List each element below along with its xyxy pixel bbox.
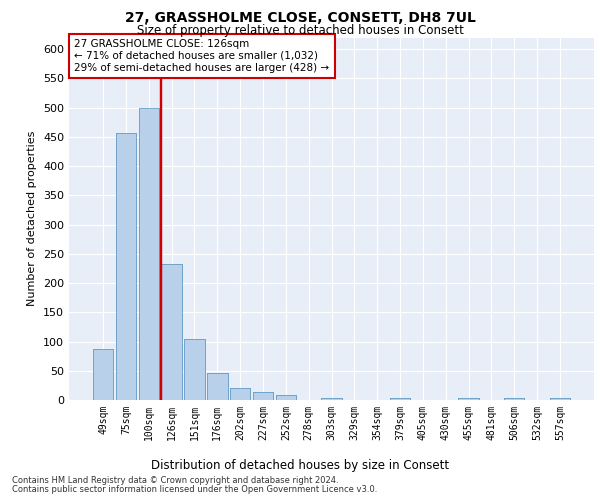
Bar: [93, 348, 113, 400]
Y-axis label: Number of detached properties: Number of detached properties: [28, 131, 37, 306]
Bar: [390, 398, 410, 400]
Text: 27 GRASSHOLME CLOSE: 126sqm
← 71% of detached houses are smaller (1,032)
29% of : 27 GRASSHOLME CLOSE: 126sqm ← 71% of det…: [74, 40, 329, 72]
Bar: [550, 398, 570, 400]
Bar: [504, 398, 524, 400]
Bar: [230, 388, 250, 400]
Bar: [161, 264, 182, 400]
Bar: [550, 398, 570, 400]
Bar: [390, 398, 410, 400]
Bar: [161, 264, 182, 400]
Bar: [139, 108, 159, 400]
Text: 27, GRASSHOLME CLOSE, CONSETT, DH8 7UL: 27, GRASSHOLME CLOSE, CONSETT, DH8 7UL: [125, 11, 475, 25]
Bar: [93, 348, 113, 400]
Bar: [184, 339, 205, 400]
Bar: [321, 398, 342, 400]
Bar: [207, 372, 227, 400]
Bar: [253, 392, 273, 400]
Text: Size of property relative to detached houses in Consett: Size of property relative to detached ho…: [137, 24, 463, 37]
Text: Distribution of detached houses by size in Consett: Distribution of detached houses by size …: [151, 460, 449, 472]
Bar: [504, 398, 524, 400]
Bar: [275, 396, 296, 400]
Bar: [116, 133, 136, 400]
Bar: [458, 398, 479, 400]
Bar: [184, 339, 205, 400]
Bar: [116, 133, 136, 400]
Bar: [139, 108, 159, 400]
Text: Contains HM Land Registry data © Crown copyright and database right 2024.: Contains HM Land Registry data © Crown c…: [12, 476, 338, 485]
Bar: [321, 398, 342, 400]
Text: Contains public sector information licensed under the Open Government Licence v3: Contains public sector information licen…: [12, 484, 377, 494]
Bar: [253, 392, 273, 400]
Bar: [207, 372, 227, 400]
Bar: [275, 396, 296, 400]
Bar: [230, 388, 250, 400]
Bar: [458, 398, 479, 400]
